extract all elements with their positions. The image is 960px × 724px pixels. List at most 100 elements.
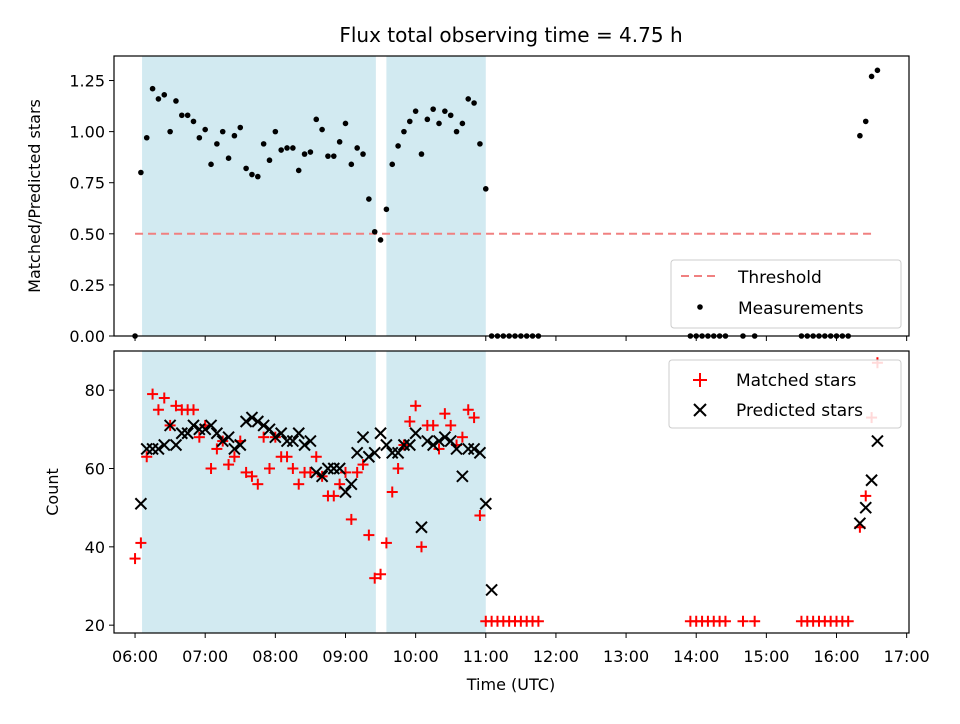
measurement-point-18 [237,124,244,131]
matched-point-58 [468,412,480,424]
measurement-point-42 [377,237,384,243]
matched-point-0 [129,553,141,565]
predicted-point-2 [146,442,159,456]
predicted-point-31 [315,470,329,483]
x-tick-label-10: 16:00 [813,647,859,666]
predicted-point-35 [339,485,352,499]
predicted-point-60 [485,583,498,597]
measurement-point-57 [465,96,472,102]
matched-point-41 [369,572,381,584]
measurement-point-33 [325,153,331,159]
measurement-point-23 [266,157,273,164]
matched-point-19 [240,466,252,478]
top-y-tick-label-0: 0.00 [69,327,105,346]
x-tick-label-4: 10:00 [393,647,439,666]
predicted-point-48 [415,521,428,534]
matched-point-4 [152,404,164,416]
bottom-legend: Matched stars Predicted stars [668,359,902,429]
matched-point-30 [304,466,316,478]
measurement-point-51 [430,106,436,112]
predicted-point-33 [327,462,341,475]
predicted-point-53 [444,434,457,448]
measurement-point-10 [190,118,197,125]
top-shaded-bands [142,56,486,336]
measurement-point-34 [330,153,337,159]
predicted-point-32 [321,462,335,475]
matched-point-44 [386,486,398,498]
measurement-point-36 [342,120,349,127]
predicted-point-56 [462,442,475,456]
measurement-point-6 [167,128,173,135]
measurement-point-24 [272,128,279,135]
bottom-plot-frame [113,350,910,634]
measurement-point-52 [436,120,442,127]
predicted-point-27 [292,427,305,440]
predicted-point-47 [409,427,422,440]
x-axis-label: Time (UTC) [466,675,555,694]
top-legend-box [670,259,902,329]
top-legend: Threshold Measurements [670,259,902,329]
measurement-point-15 [219,128,226,135]
bottom-legend-box [668,359,902,429]
shaded-interval-1 [386,56,486,336]
matched-point-53 [439,408,451,420]
predicted-legend-label: Predicted stars [736,401,863,421]
matched-point-10 [188,404,199,416]
predicted-point-44 [391,446,405,460]
measurement-point-39 [360,151,366,157]
top-y-tick-label-5: 1.25 [69,72,105,91]
bottom-series-marks [129,357,884,627]
predicted-point-15 [222,430,235,444]
matched-point-17 [228,451,240,463]
predicted-point-0 [134,497,148,510]
matched-point-26 [281,451,293,463]
predicted-point-9 [187,419,200,432]
predicted-point-23 [269,430,282,444]
matched-point-42 [375,568,387,580]
matched-point-78 [749,615,761,627]
predicted-point-30 [310,466,323,479]
bottom-y-tick-label-2: 60 [85,460,105,479]
measurement-point-38 [354,145,360,151]
x-tick-label-8: 14:00 [673,647,719,666]
predicted-point-42 [380,438,393,452]
matched-point-89 [860,490,872,502]
matched-point-7 [170,400,182,412]
measurement-point-89 [862,118,869,125]
measurement-point-16 [225,155,232,161]
predicted-point-59 [479,497,492,510]
measurement-point-40 [366,196,372,202]
measurement-point-58 [471,100,477,106]
measurement-point-48 [412,108,419,114]
measurement-point-43 [383,206,390,213]
predicted-point-63 [865,474,878,487]
matched-point-31 [310,451,322,463]
measurement-point-41 [371,228,378,235]
matched-point-76 [719,615,731,627]
measurement-point-56 [459,120,466,127]
measurement-point-90 [868,73,875,80]
bottom-x-axis: 06:00 07:00 08:00 09:00 10:00 11:00 12:00 13:00… [112,633,930,666]
predicted-point-40 [368,446,381,460]
matched-point-43 [380,537,392,549]
measurement-point-11 [196,134,203,141]
measurement-point-13 [208,161,214,168]
measurement-point-55 [453,128,460,135]
top-y-tick-label-4: 1.00 [69,123,105,142]
x-tick-label-7: 13:00 [603,647,649,666]
shaded-interval-0 [142,56,376,336]
x-tick-label-11: 17:00 [884,647,930,666]
predicted-point-54 [450,442,463,456]
matched-point-34 [328,490,340,502]
measurement-point-28 [295,167,302,174]
predicted-point-49 [421,434,434,448]
predicted-legend-mark [693,403,707,417]
matched-point-38 [351,466,363,478]
shaded-interval-0 [142,351,376,633]
bottom-y-axis-label: Count [43,468,62,516]
bottom-y-tick-label-0: 20 [85,616,105,635]
predicted-point-4 [158,438,171,452]
measurement-point-20 [249,171,255,178]
measurement-point-35 [336,139,343,145]
measurement-point-19 [243,165,249,172]
